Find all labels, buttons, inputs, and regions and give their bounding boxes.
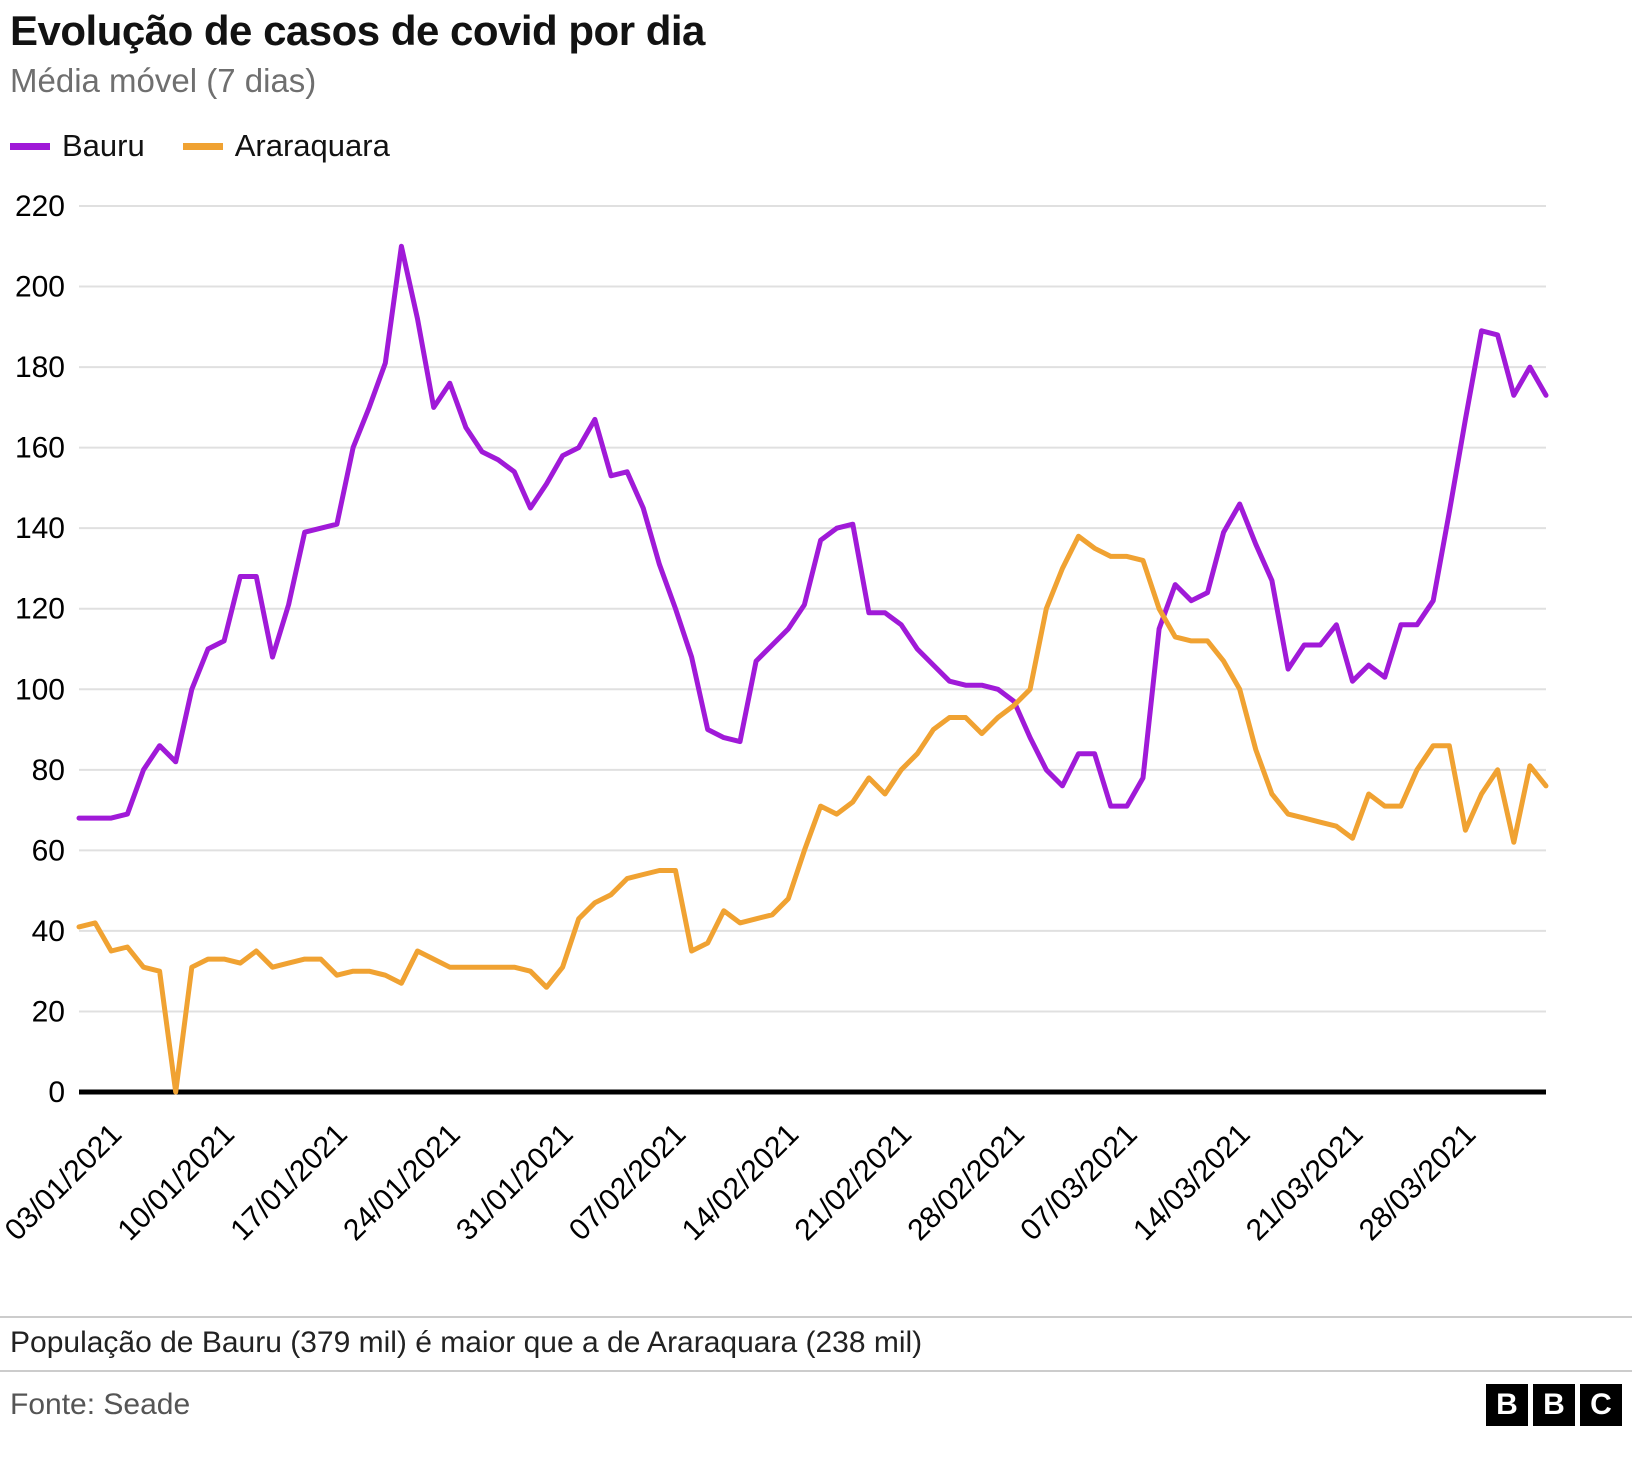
y-tick-label: 140: [15, 512, 65, 545]
footnote-divider: [0, 1316, 1632, 1318]
y-tick-label: 160: [15, 432, 65, 465]
bbc-logo-letter: B: [1486, 1384, 1528, 1426]
footer-divider: [0, 1370, 1632, 1372]
araraquara-line-swatch: [182, 142, 223, 150]
legend-label-bauru: Bauru: [62, 128, 145, 163]
y-tick-label: 200: [15, 271, 65, 304]
y-tick-label: 0: [48, 1076, 65, 1109]
y-tick-label: 100: [15, 673, 65, 706]
x-tick-label: 14/02/2021: [676, 1118, 806, 1248]
series-line-bauru: [76, 243, 1549, 821]
y-tick-label: 180: [15, 351, 65, 384]
chart-footnote: População de Bauru (379 mil) é maior que…: [10, 1326, 923, 1359]
x-tick-label: 10/01/2021: [112, 1118, 242, 1248]
x-tick-label: 21/02/2021: [789, 1118, 919, 1248]
legend-item-bauru: Bauru: [10, 128, 145, 164]
page-title: Evolução de casos de covid por dia: [10, 7, 705, 54]
page-subtitle: Média móvel (7 dias): [10, 62, 317, 99]
bbc-logo-letter: B: [1533, 1384, 1575, 1426]
y-tick-label: 80: [32, 754, 65, 787]
x-tick-label: 28/02/2021: [901, 1118, 1031, 1248]
x-tick-label: 07/02/2021: [563, 1118, 693, 1248]
source-label: Fonte: Seade: [10, 1388, 191, 1421]
y-tick-label: 220: [15, 190, 65, 223]
x-tick-label: 07/03/2021: [1014, 1118, 1144, 1248]
bbc-logo-letter: C: [1580, 1384, 1622, 1426]
covid-line-chart: 0 20 40 60 80 100 120 140 160 180 200 220 03/01/2021…: [0, 190, 1549, 1248]
x-tick-label: 28/03/2021: [1353, 1118, 1483, 1248]
y-tick-label: 20: [32, 995, 65, 1028]
series-line-araraquara: [76, 533, 1549, 1095]
x-tick-label: 14/03/2021: [1127, 1118, 1257, 1248]
y-tick-label: 60: [32, 834, 65, 867]
y-tick-label: 40: [32, 915, 65, 948]
x-tick-label: 21/03/2021: [1240, 1118, 1370, 1248]
x-tick-label: 03/01/2021: [0, 1118, 128, 1248]
x-tick-label: 31/01/2021: [450, 1118, 580, 1248]
chart-page: Evolução de casos de covid por dia Média…: [0, 6, 1632, 1464]
x-tick-label: 17/01/2021: [224, 1118, 354, 1248]
legend: Bauru Araraquara: [10, 128, 1632, 164]
legend-item-araraquara: Araraquara: [182, 128, 390, 164]
legend-label-araraquara: Araraquara: [234, 128, 390, 163]
bauru-line-swatch: [10, 142, 50, 150]
y-tick-label: 120: [15, 593, 65, 626]
x-tick-label: 24/01/2021: [337, 1118, 467, 1248]
